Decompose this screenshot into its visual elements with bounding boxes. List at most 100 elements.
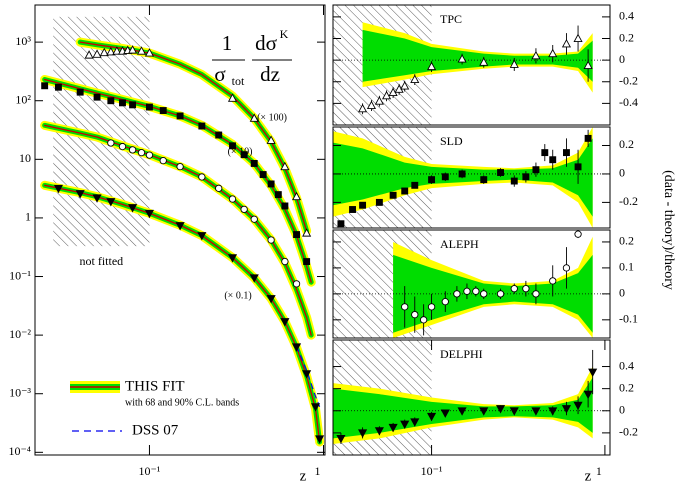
data-point xyxy=(128,146,137,154)
data-point xyxy=(267,236,275,244)
data-point xyxy=(53,184,64,194)
data-point xyxy=(92,49,102,58)
data-point xyxy=(112,46,122,55)
data-point xyxy=(548,407,558,416)
y-tick-label: 10³ xyxy=(15,34,31,48)
data-point xyxy=(401,187,409,195)
panel-label: TPC xyxy=(440,12,462,26)
data-point xyxy=(583,60,593,69)
data-point xyxy=(93,93,101,101)
y-tick-label: 0.2 xyxy=(619,30,634,44)
data-point xyxy=(137,148,146,157)
data-point xyxy=(266,295,276,304)
data-point xyxy=(250,160,258,167)
data-point xyxy=(497,169,504,176)
data-point xyxy=(75,190,85,199)
data-point xyxy=(176,112,184,120)
scale-label: (× 10) xyxy=(228,146,253,157)
y-tick-label: 0 xyxy=(619,52,625,66)
data-point xyxy=(532,166,540,174)
y-tick-label: 10⁻³ xyxy=(9,385,31,399)
data-point xyxy=(197,232,207,241)
data-point xyxy=(480,290,488,298)
data-point xyxy=(280,161,290,171)
data-point xyxy=(229,142,236,150)
data-point xyxy=(400,420,410,429)
y-tick-label: 0 xyxy=(619,403,625,417)
data-point xyxy=(562,264,571,272)
data-point xyxy=(198,122,206,130)
data-point xyxy=(215,184,223,192)
data-point xyxy=(549,156,557,164)
y-tick-label: -0.4 xyxy=(619,95,638,109)
plot-frame xyxy=(332,229,611,339)
data-point xyxy=(495,405,506,414)
y-tick-label: 0.4 xyxy=(619,358,634,372)
data-point xyxy=(427,303,436,311)
data-point xyxy=(215,131,223,139)
data-point xyxy=(76,88,84,96)
data-point xyxy=(292,280,301,288)
data-point xyxy=(240,205,248,214)
data-point xyxy=(315,435,325,444)
data-point xyxy=(366,100,377,109)
data-point xyxy=(561,38,572,48)
data-point xyxy=(510,285,518,293)
data-point xyxy=(159,107,167,114)
dss-line xyxy=(295,345,321,407)
data-point xyxy=(584,134,592,142)
y-tick-label: 10 xyxy=(19,151,31,165)
data-point xyxy=(427,412,437,422)
data-point xyxy=(374,96,384,105)
data-point xyxy=(509,59,519,68)
data-point xyxy=(573,401,583,411)
data-point xyxy=(267,180,275,188)
formula: 1 σ tot dσ K dz xyxy=(212,27,292,88)
data-point xyxy=(480,176,488,184)
data-point xyxy=(458,170,466,178)
data-point xyxy=(128,45,138,54)
data-point xyxy=(549,277,557,285)
data-point xyxy=(410,418,420,427)
data-point xyxy=(573,33,583,42)
data-point xyxy=(457,407,467,416)
y-tick-label: 10⁻⁴ xyxy=(8,444,31,458)
x-tick-label: 1 xyxy=(315,464,321,478)
data-point xyxy=(106,198,116,207)
data-point xyxy=(561,405,572,414)
plots: not fitted(× 100)(× 10)(× 0.1)10³10²1011… xyxy=(8,4,676,484)
data-point xyxy=(240,151,248,159)
y-tick-label: -0.2 xyxy=(619,194,638,208)
scale-label: (× 100) xyxy=(257,112,287,123)
data-point xyxy=(176,162,184,171)
data-point xyxy=(92,194,102,203)
data-point xyxy=(281,257,289,266)
y-tick-label: 10⁻¹ xyxy=(9,268,31,282)
data-point xyxy=(411,181,419,189)
data-point xyxy=(99,47,109,57)
data-point xyxy=(479,57,489,66)
data-point xyxy=(337,220,345,228)
data-point xyxy=(128,204,138,213)
data-point xyxy=(548,48,558,58)
data-point xyxy=(574,163,582,171)
data-point xyxy=(410,74,420,84)
plot-frame xyxy=(34,4,326,456)
plot-frame xyxy=(332,126,611,229)
data-point xyxy=(531,50,541,60)
data-point xyxy=(259,171,267,178)
data-point xyxy=(441,173,449,181)
y-tick-label: 0.1 xyxy=(619,260,634,274)
data-point xyxy=(541,149,549,157)
data-point xyxy=(359,201,367,209)
data-point xyxy=(463,287,471,295)
data-point xyxy=(457,54,467,63)
data-point xyxy=(441,298,449,306)
formula-text: 1 xyxy=(222,31,233,55)
data-point xyxy=(349,206,356,213)
data-point xyxy=(382,90,392,100)
data-point xyxy=(303,258,311,266)
band-band68 xyxy=(362,29,593,82)
data-point xyxy=(563,149,570,157)
data-point xyxy=(145,151,154,159)
